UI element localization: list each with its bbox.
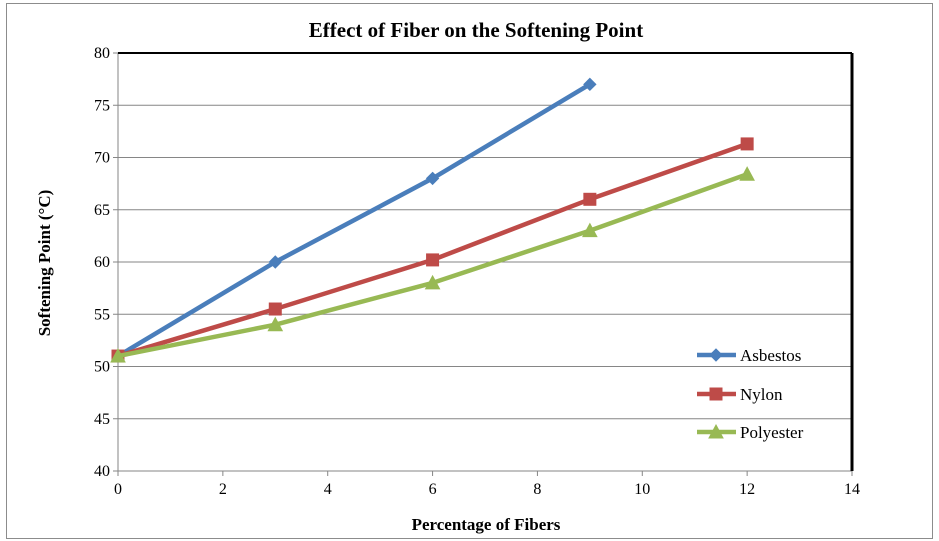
x-tick-label: 0 <box>114 481 122 498</box>
chart-title: Effect of Fiber on the Softening Point <box>309 18 643 42</box>
tick-labels: 40 45 50 55 60 65 70 75 80 0 2 4 6 8 10 12 14 <box>94 45 860 498</box>
data-point-asbestos <box>583 77 597 92</box>
y-tick-label: 50 <box>94 359 110 376</box>
data-point-nylon <box>268 302 282 316</box>
x-tick-label: 12 <box>739 481 755 498</box>
grid <box>118 52 852 420</box>
x-tick-label: 14 <box>844 481 860 498</box>
data-point-asbestos <box>425 171 440 186</box>
y-tick-label: 55 <box>94 306 110 323</box>
y-tick-label: 80 <box>94 45 110 62</box>
x-tick-label: 6 <box>429 481 437 498</box>
legend-label-nylon: Nylon <box>740 385 783 404</box>
x-tick-label: 2 <box>219 481 227 498</box>
legend-item-asbestos: Asbestos <box>697 346 801 365</box>
y-tick-label: 75 <box>94 97 110 114</box>
series-group <box>110 77 755 363</box>
x-axis-title: Percentage of Fibers <box>412 515 561 534</box>
y-axis-title: Softening Point (°C) <box>35 190 54 337</box>
data-point-polyester <box>424 274 441 290</box>
legend-marker-nylon <box>709 387 723 401</box>
legend-label-asbestos: Asbestos <box>740 346 801 365</box>
data-point-polyester <box>267 316 284 332</box>
series-asbestos <box>111 77 597 363</box>
legend: Asbestos Nylon Polyester <box>697 346 804 442</box>
data-point-nylon <box>426 253 440 267</box>
y-tick-label: 65 <box>94 202 110 219</box>
legend-marker-asbestos <box>709 348 723 362</box>
y-tick-label: 60 <box>94 254 110 271</box>
legend-marker-polyester <box>708 423 724 439</box>
y-tick-label: 70 <box>94 150 110 167</box>
x-tick-label: 8 <box>533 481 541 498</box>
data-point-polyester <box>110 347 126 363</box>
axes <box>113 52 854 476</box>
y-tick-label: 45 <box>94 411 110 428</box>
data-point-polyester <box>739 166 755 181</box>
x-tick-label: 10 <box>634 481 650 498</box>
series-polyester <box>110 166 755 363</box>
data-point-nylon <box>740 137 754 151</box>
legend-item-nylon: Nylon <box>697 385 783 404</box>
data-point-asbestos <box>268 255 282 269</box>
y-tick-label: 40 <box>94 463 110 480</box>
series-nylon <box>111 137 754 363</box>
legend-item-polyester: Polyester <box>697 423 804 442</box>
legend-label-polyester: Polyester <box>740 423 804 442</box>
series-line-asbestos <box>115 82 593 359</box>
data-point-nylon <box>583 192 597 206</box>
x-tick-label: 4 <box>324 481 332 498</box>
data-point-polyester <box>582 222 598 238</box>
